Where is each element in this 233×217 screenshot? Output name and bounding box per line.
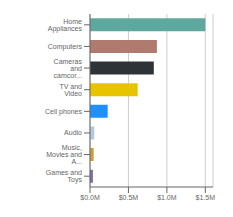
svg-text:$0.5M: $0.5M	[119, 194, 139, 201]
svg-text:Audio: Audio	[64, 129, 82, 136]
svg-text:Cell phones: Cell phones	[45, 108, 82, 116]
svg-text:TV andVideo: TV andVideo	[59, 83, 82, 97]
svg-text:Camerasandcamcor...: Camerasandcamcor...	[54, 58, 83, 79]
svg-text:Games andToys: Games andToys	[46, 169, 83, 184]
svg-text:$0.0M: $0.0M	[80, 194, 100, 201]
svg-text:HomeAppliances: HomeAppliances	[48, 18, 83, 33]
svg-text:$1.0M: $1.0M	[157, 194, 177, 201]
svg-text:Computers: Computers	[48, 43, 83, 51]
svg-text:Music,Movies andA...: Music,Movies andA...	[46, 144, 82, 165]
svg-text:$1.5M: $1.5M	[196, 194, 216, 201]
